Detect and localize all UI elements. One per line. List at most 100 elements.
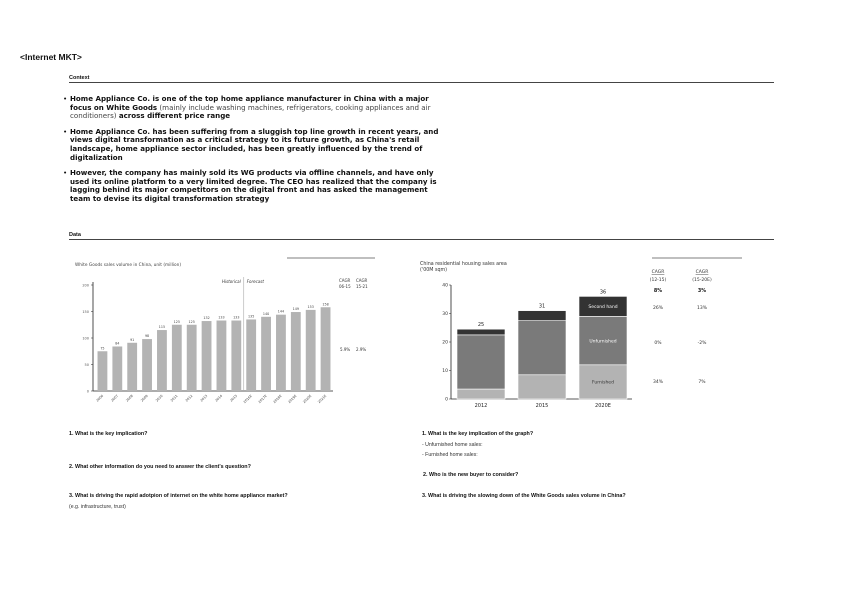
cagr-header: CAGR — [652, 269, 665, 275]
y-tick-label: 100 — [82, 336, 89, 340]
data-label: 158 — [322, 302, 328, 306]
data-divider — [69, 239, 774, 240]
cagr-value: 5.9% — [340, 347, 350, 352]
bar — [157, 330, 167, 391]
x-tick-label: 2015 — [229, 394, 238, 403]
total-label: 31 — [539, 304, 545, 310]
x-tick-label: 2011 — [170, 394, 179, 403]
context-bullets: Home Appliance Co. is one of the top hom… — [63, 94, 443, 211]
chart-title: China residential housing sales area — [420, 261, 507, 267]
y-tick-label: 30 — [442, 311, 448, 317]
cagr-header: CAGR — [356, 278, 368, 283]
bar — [97, 351, 108, 391]
x-tick-label: 2017E — [258, 394, 268, 404]
bar — [246, 319, 257, 391]
x-tick-label: 2009 — [140, 394, 149, 403]
left-question-1: 1. What is the key implication? — [69, 431, 148, 437]
cagr-value: 34% — [653, 379, 664, 385]
stacked-bar-segment — [578, 316, 628, 366]
cagr-value: 0% — [654, 340, 662, 346]
context-divider — [69, 82, 774, 83]
series-label: Second hand — [588, 304, 617, 310]
x-tick-label: 2012 — [185, 394, 194, 403]
bar — [201, 321, 212, 391]
y-tick-label: 0 — [87, 389, 89, 393]
right-question-1-note: - Furnished home sales: — [422, 452, 478, 458]
bar — [290, 312, 301, 391]
context-bullet: Home Appliance Co. has been suffering fr… — [63, 126, 443, 162]
data-label: 144 — [278, 310, 284, 314]
bar — [216, 320, 227, 391]
y-tick-label: 10 — [442, 368, 448, 374]
data-label: 149 — [293, 307, 299, 311]
cagr-value: -2% — [698, 340, 707, 346]
y-tick-label: 20 — [442, 340, 448, 346]
x-tick-label: 2013 — [200, 394, 209, 403]
x-tick-label: 2007 — [110, 394, 119, 403]
data-label: 75 — [100, 346, 104, 350]
bar — [231, 320, 242, 391]
bullet-normal-text: (mainly include washing machines, refrig… — [70, 102, 431, 121]
cagr-value: 7% — [698, 379, 706, 385]
y-tick-label: 40 — [442, 283, 448, 289]
right-question-1: 1. What is the key implication of the gr… — [422, 431, 534, 437]
chart-unit: ('00M sqm) — [420, 267, 447, 273]
left-question-3: 3. What is driving the rapid adotpion of… — [69, 493, 288, 499]
x-tick-label: 2015 — [536, 403, 549, 409]
series-label: Unfurnished — [589, 338, 616, 344]
cagr-header: CAGR — [339, 278, 351, 283]
bar — [186, 324, 197, 391]
page-title: <Internet MKT> — [20, 52, 82, 62]
forecast-label: Forecast — [247, 279, 265, 284]
cagr-value: 13% — [697, 305, 708, 311]
cagr-header-period: (15-20E) — [692, 277, 712, 283]
stacked-bar-segment — [578, 364, 628, 400]
bar — [261, 316, 271, 391]
x-tick-label: 2020E — [302, 394, 312, 404]
bar — [305, 309, 316, 391]
x-tick-label: 2014 — [214, 394, 223, 403]
x-tick-label: 2010 — [155, 394, 164, 403]
x-tick-label: 2012 — [475, 403, 488, 409]
data-label: 133 — [218, 316, 224, 320]
bullet-bold-text: Home Appliance Co. is one of the top hom… — [70, 94, 429, 112]
context-heading: Context — [69, 75, 90, 81]
cagr-value: 2.9% — [356, 347, 366, 352]
x-tick-label: 2008 — [125, 394, 134, 403]
data-label: 125 — [174, 320, 180, 324]
x-tick-label: 2018E — [272, 394, 282, 404]
bar — [320, 307, 331, 391]
data-label: 115 — [159, 325, 165, 329]
total-label: 25 — [478, 322, 484, 328]
cagr-value: 26% — [653, 305, 664, 311]
stacked-bar-segment — [517, 310, 567, 321]
series-label: Furnished — [592, 380, 614, 386]
total-label: 36 — [600, 289, 606, 295]
stacked-bar-segment — [456, 328, 506, 336]
right-question-1-note: - Unfurnished home sales: — [422, 442, 483, 448]
x-tick-label: 2016E — [243, 394, 253, 404]
historical-label: Historical — [222, 279, 242, 284]
chart-title: White Goods sales volume in China, unit … — [75, 262, 181, 268]
data-heading: Data — [69, 232, 81, 238]
bar — [171, 324, 182, 391]
y-tick-label: 150 — [82, 310, 89, 314]
bar — [276, 314, 286, 391]
data-label: 98 — [145, 334, 149, 338]
cagr-header-period: 15-21 — [356, 284, 368, 289]
data-label: 135 — [248, 314, 254, 318]
x-tick-label: 2019E — [287, 394, 297, 404]
bullet-bold-text: However, the company has mainly sold its… — [70, 168, 437, 203]
y-tick-label: 0 — [445, 397, 448, 403]
data-label: 132 — [203, 316, 209, 320]
y-tick-label: 200 — [82, 283, 89, 287]
bullet-bold-text: Home Appliance Co. has been suffering fr… — [70, 126, 439, 162]
bar — [142, 339, 152, 391]
bullet-bold-text: across different price range — [118, 111, 231, 121]
data-label: 125 — [189, 320, 195, 324]
x-tick-label: 2020E — [595, 403, 611, 409]
stacked-bar-segment — [517, 374, 567, 400]
bar — [127, 342, 138, 391]
x-tick-label: 2021E — [317, 394, 327, 404]
